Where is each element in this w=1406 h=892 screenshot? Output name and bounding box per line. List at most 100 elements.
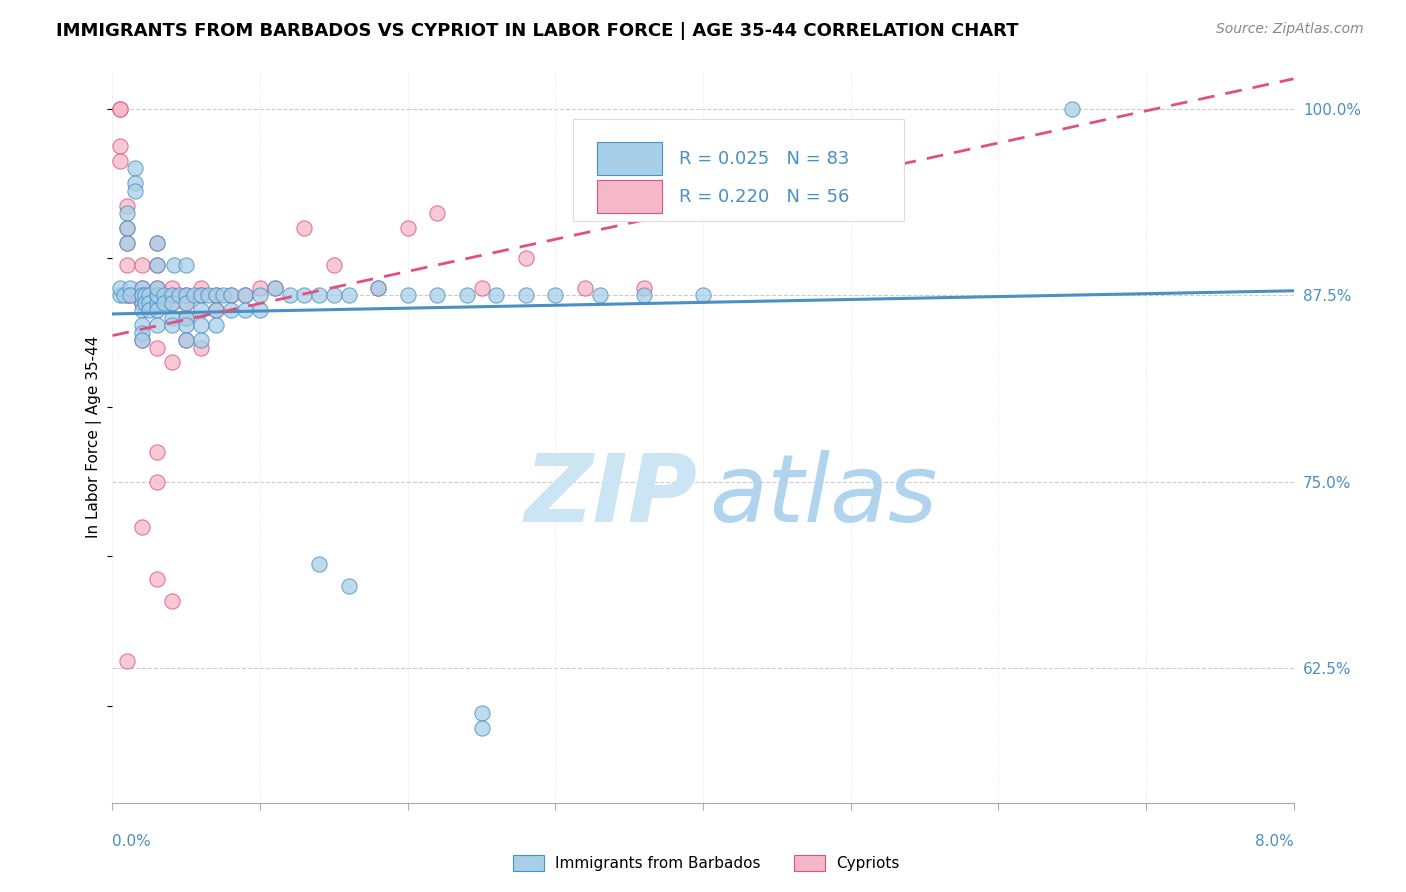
Point	[131, 326, 153, 340]
Point	[138, 295, 160, 310]
Point	[233, 303, 256, 318]
Point	[120, 288, 142, 302]
Point	[138, 288, 160, 302]
Point	[219, 288, 242, 302]
Point	[205, 288, 228, 302]
Text: Source: ZipAtlas.com: Source: ZipAtlas.com	[1216, 22, 1364, 37]
Text: 0.0%: 0.0%	[112, 834, 152, 849]
Text: Cypriots: Cypriots	[837, 856, 900, 871]
Point	[153, 295, 176, 310]
Point	[153, 288, 176, 302]
Point	[124, 161, 146, 176]
Point	[146, 288, 169, 302]
Point	[160, 355, 183, 369]
Point	[515, 251, 537, 265]
Point	[174, 259, 197, 273]
Point	[117, 288, 138, 302]
Point	[471, 721, 494, 735]
Point	[108, 281, 131, 295]
Point	[160, 295, 183, 310]
Point	[190, 333, 212, 347]
Point	[124, 177, 146, 191]
Text: ZIP: ZIP	[524, 450, 697, 541]
Point	[131, 295, 153, 310]
Point	[219, 288, 242, 302]
Point	[108, 102, 131, 116]
FancyBboxPatch shape	[596, 142, 662, 175]
Point	[174, 288, 197, 302]
Point	[212, 288, 235, 302]
FancyBboxPatch shape	[596, 180, 662, 213]
Point	[146, 295, 169, 310]
Point	[131, 303, 153, 318]
Point	[515, 288, 537, 302]
Point	[112, 288, 135, 302]
Point	[308, 288, 330, 302]
Point	[146, 445, 169, 459]
Point	[108, 153, 131, 168]
Point	[574, 281, 596, 295]
Point	[160, 295, 183, 310]
Point	[692, 288, 714, 302]
Point	[190, 318, 212, 332]
Point	[138, 288, 160, 302]
Point	[323, 288, 346, 302]
Point	[174, 333, 197, 347]
Point	[134, 295, 156, 310]
Text: IMMIGRANTS FROM BARBADOS VS CYPRIOT IN LABOR FORCE | AGE 35-44 CORRELATION CHART: IMMIGRANTS FROM BARBADOS VS CYPRIOT IN L…	[56, 22, 1019, 40]
Point	[219, 303, 242, 318]
Point	[131, 318, 153, 332]
Point	[146, 288, 169, 302]
Point	[117, 221, 138, 235]
Point	[167, 288, 190, 302]
Point	[426, 206, 449, 220]
Point	[146, 318, 169, 332]
Point	[183, 288, 205, 302]
Point	[124, 184, 146, 198]
Point	[131, 288, 153, 302]
Point	[190, 288, 212, 302]
Point	[146, 475, 169, 489]
Point	[323, 259, 346, 273]
Point	[131, 333, 153, 347]
Point	[131, 288, 153, 302]
Point	[367, 281, 389, 295]
Point	[131, 333, 153, 347]
Point	[205, 303, 228, 318]
Point	[120, 281, 142, 295]
Point	[233, 288, 256, 302]
Point	[160, 288, 183, 302]
Point	[124, 288, 146, 302]
Text: 8.0%: 8.0%	[1254, 834, 1294, 849]
Point	[197, 288, 219, 302]
Point	[367, 281, 389, 295]
Point	[131, 295, 153, 310]
Point	[117, 199, 138, 213]
Point	[471, 281, 494, 295]
Point	[163, 259, 186, 273]
Point	[190, 303, 212, 318]
Point	[120, 288, 142, 302]
Point	[278, 288, 301, 302]
Point	[292, 221, 315, 235]
Point	[174, 318, 197, 332]
Point	[174, 310, 197, 325]
Point	[160, 288, 183, 302]
FancyBboxPatch shape	[574, 119, 904, 221]
Point	[160, 310, 183, 325]
Point	[633, 288, 655, 302]
Point	[292, 288, 315, 302]
Point	[146, 259, 169, 273]
Point	[174, 295, 197, 310]
Text: atlas: atlas	[709, 450, 938, 541]
Point	[146, 341, 169, 355]
Point	[146, 235, 169, 250]
Point	[117, 259, 138, 273]
Point	[131, 288, 153, 302]
Point	[205, 318, 228, 332]
Point	[308, 557, 330, 571]
Point	[456, 288, 478, 302]
Point	[146, 303, 169, 318]
Point	[146, 572, 169, 586]
Point	[108, 102, 131, 116]
